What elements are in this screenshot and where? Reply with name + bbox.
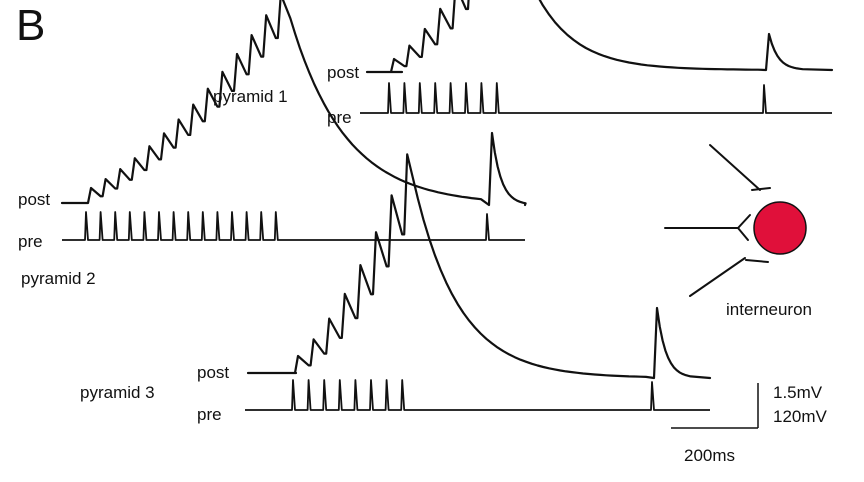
pyramid-3-post-trace <box>246 153 712 380</box>
axon-middle <box>664 214 751 241</box>
scale-time: 200ms <box>684 446 735 465</box>
scale-pre-voltage: 120mV <box>773 407 828 426</box>
pyramid-1-label: pyramid 1 <box>213 87 288 106</box>
pyramid-3-post-label: post <box>197 363 229 382</box>
interneuron-diagram: interneuron <box>664 144 812 319</box>
axon-lower <box>689 257 769 297</box>
pyramid-2-group: post pre pyramid 2 <box>18 0 527 288</box>
scale-post-voltage: 1.5mV <box>773 383 823 402</box>
pyramid-1-post-label: post <box>327 63 359 82</box>
interneuron-soma <box>753 201 807 255</box>
pyramid-1-pre-label: pre <box>327 108 352 127</box>
pyramid-2-post-label: post <box>18 190 50 209</box>
pyramid-1-pre-trace <box>360 82 832 114</box>
pyramid-3-pre-label: pre <box>197 405 222 424</box>
pyramid-3-label: pyramid 3 <box>80 383 155 402</box>
pyramid-1-post-trace <box>365 0 834 74</box>
pyramid-1-group: pyramid 1 post pre <box>213 0 834 127</box>
interneuron-label: interneuron <box>726 300 812 319</box>
pyramid-2-pre-label: pre <box>18 232 43 251</box>
axon-upper <box>709 144 771 191</box>
pyramid-3-group: post pre pyramid 3 <box>80 153 712 424</box>
pyramid-2-label: pyramid 2 <box>21 269 96 288</box>
pyramid-2-post-trace <box>60 0 527 207</box>
pyramid-3-pre-trace <box>245 379 710 411</box>
pyramid-2-pre-trace <box>62 211 525 241</box>
panel-label: B <box>16 1 45 50</box>
scale-bars: 1.5mV 120mV 200ms <box>671 383 828 465</box>
